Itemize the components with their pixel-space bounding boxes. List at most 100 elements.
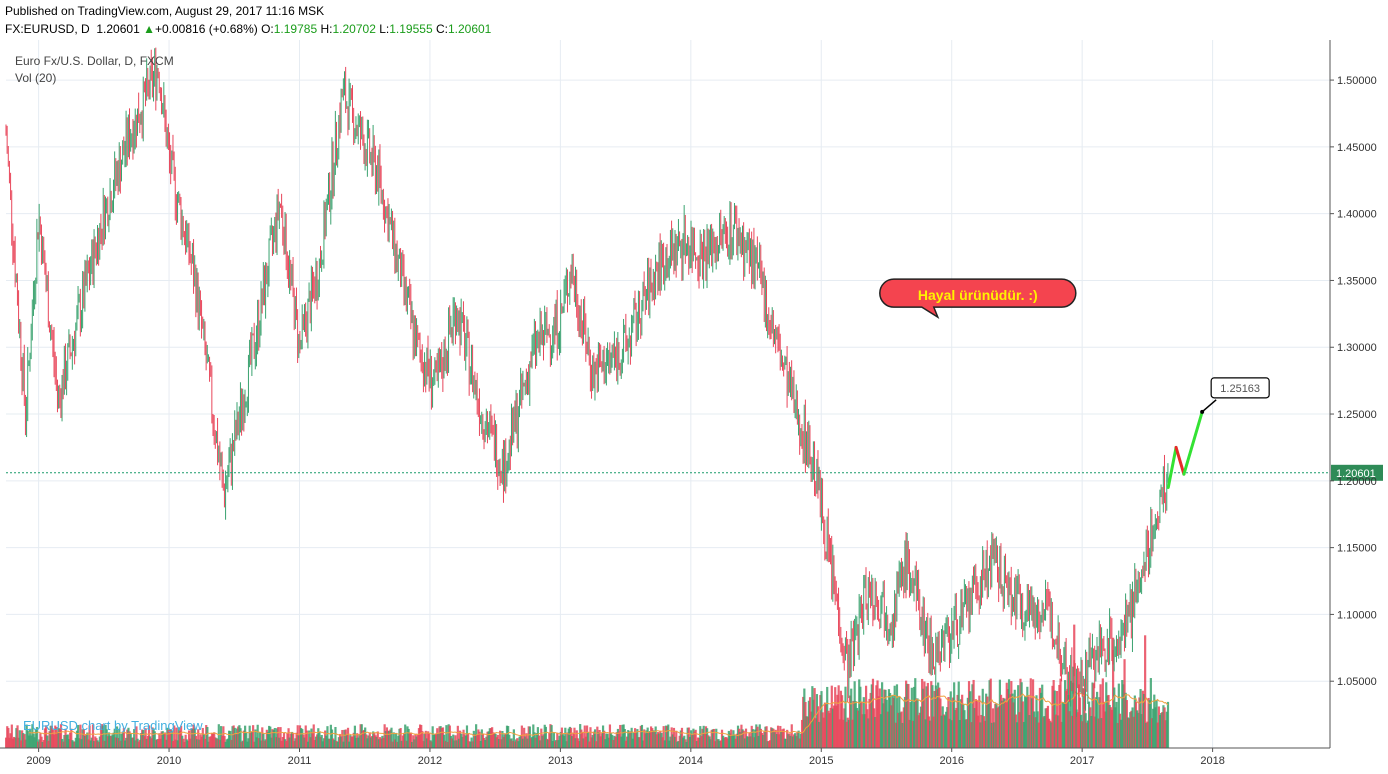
- volume-bar: [73, 741, 76, 748]
- volume-bar: [905, 680, 908, 748]
- volume-bar: [840, 695, 844, 748]
- volume-bar: [1035, 695, 1038, 748]
- volume-bar: [730, 729, 733, 748]
- volume-bar: [190, 728, 193, 748]
- volume-bar: [1021, 701, 1024, 748]
- volume-bar: [1002, 697, 1005, 748]
- volume-bar: [906, 683, 909, 748]
- volume-bar: [43, 728, 47, 748]
- volume-bar: [1036, 711, 1039, 748]
- volume-bar: [757, 735, 760, 748]
- volume-bar: [670, 727, 673, 748]
- volume-bar: [836, 694, 839, 748]
- volume-bar: [309, 737, 312, 748]
- annotation-text: Hayal ürünüdür. :): [918, 287, 1038, 303]
- volume-bar: [1046, 705, 1050, 748]
- volume-bar: [639, 725, 642, 748]
- series-title[interactable]: Euro Fx/U.S. Dollar, D, FXCM: [15, 54, 174, 68]
- volume-bar: [356, 733, 359, 748]
- volume-bar: [918, 712, 921, 748]
- volume-bar: [890, 705, 893, 748]
- volume-bar: [338, 733, 342, 748]
- volume-bar: [999, 694, 1003, 748]
- volume-bar: [640, 724, 644, 748]
- volume-bar: [676, 741, 679, 748]
- volume-bar: [361, 730, 365, 748]
- volume-bar: [555, 740, 558, 748]
- volume-bar: [336, 741, 339, 748]
- volume-bar: [1014, 714, 1018, 748]
- volume-bar: [945, 711, 948, 748]
- volume-bar: [454, 735, 457, 748]
- volume-bar: [18, 730, 21, 748]
- volume-bar: [547, 739, 550, 748]
- volume-bar: [844, 686, 847, 748]
- volume-bar: [613, 735, 616, 748]
- x-tick-label: 2009: [26, 755, 50, 767]
- volume-bar: [814, 718, 817, 748]
- volume-indicator-label[interactable]: Vol (20): [15, 71, 57, 85]
- volume-bar: [375, 736, 378, 748]
- up-arrow-icon: ▲: [143, 22, 155, 36]
- volume-bar: [588, 741, 591, 748]
- volume-bar: [446, 741, 449, 748]
- volume-bar: [560, 727, 563, 748]
- volume-bar: [370, 736, 374, 748]
- high-value: 1.20702: [332, 22, 376, 36]
- volume-bar: [444, 740, 447, 748]
- volume-bar: [439, 726, 442, 748]
- volume-bar: [72, 741, 75, 748]
- volume-bar: [88, 725, 91, 748]
- watermark[interactable]: EURUSD chart by TradingView: [23, 718, 203, 733]
- volume-bar: [652, 730, 655, 748]
- volume-bar: [1003, 698, 1006, 748]
- volume-bar: [17, 737, 20, 748]
- volume-bar: [503, 734, 506, 748]
- volume-bar: [1042, 717, 1045, 748]
- volume-bar: [553, 741, 557, 748]
- volume-bar: [741, 729, 744, 748]
- volume-bar: [816, 706, 820, 748]
- volume-bar: [911, 720, 915, 748]
- volume-bar: [595, 741, 598, 748]
- volume-bar: [57, 727, 60, 748]
- volume-bar: [755, 724, 758, 748]
- volume-bar: [207, 741, 210, 748]
- volume-bar: [937, 682, 940, 748]
- volume-bar: [994, 703, 997, 748]
- volume-bar: [645, 730, 648, 748]
- volume-bar: [913, 686, 916, 748]
- volume-bar: [718, 740, 721, 748]
- volume-bar: [1164, 720, 1167, 748]
- volume-bar: [1053, 690, 1056, 748]
- volume-bar: [64, 728, 67, 748]
- volume-bar: [973, 708, 976, 748]
- volume-bar: [1142, 693, 1146, 748]
- volume-bar: [519, 735, 522, 748]
- last-price-tag: [1331, 464, 1383, 481]
- volume-bar: [478, 731, 481, 748]
- volume-bar: [49, 725, 52, 748]
- volume-bar: [37, 741, 40, 748]
- volume-bar: [416, 734, 419, 748]
- volume-bar: [989, 678, 992, 748]
- volume-bar: [1163, 707, 1166, 748]
- volume-bar: [751, 729, 754, 748]
- volume-bar: [399, 728, 402, 748]
- volume-bar: [129, 733, 132, 748]
- volume-bar: [40, 736, 43, 748]
- volume-bar: [380, 738, 383, 748]
- volume-bar: [1115, 701, 1118, 748]
- volume-bar: [203, 738, 207, 748]
- volume-bar: [1137, 712, 1140, 748]
- volume-bar: [1086, 720, 1090, 748]
- volume-bar: [287, 728, 290, 748]
- volume-bar: [842, 719, 845, 748]
- volume-bar: [603, 730, 606, 748]
- volume-bar: [286, 732, 289, 748]
- volume-bar: [144, 728, 147, 748]
- volume-bar: [29, 728, 32, 748]
- volume-bar: [820, 691, 823, 748]
- volume-bar: [167, 730, 170, 748]
